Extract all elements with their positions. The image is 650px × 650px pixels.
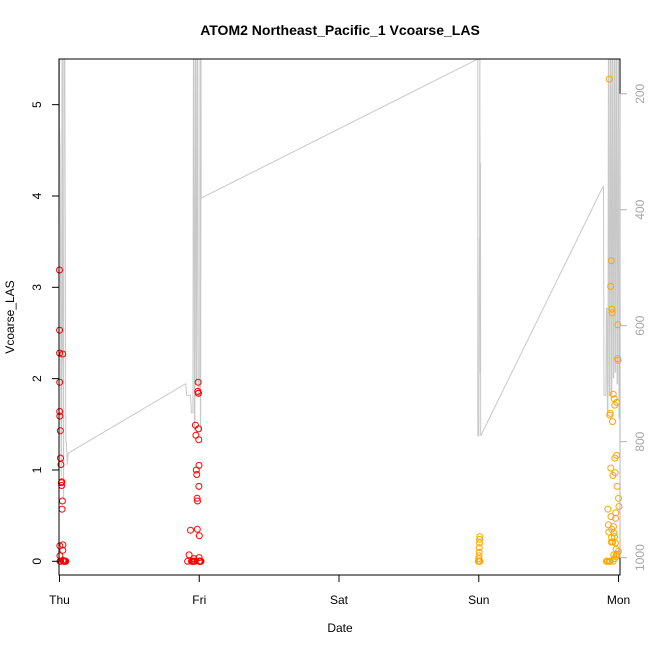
depth-line	[59, 58, 620, 500]
data-point	[195, 389, 202, 397]
data-point	[615, 494, 622, 502]
y-tick-label: 5	[30, 101, 44, 108]
data-point	[56, 349, 64, 357]
data-point	[194, 497, 201, 505]
data-point	[475, 544, 483, 552]
data-point	[185, 551, 193, 559]
y2-tick-label: 1000	[633, 544, 647, 571]
data-point	[611, 454, 619, 462]
data-point	[56, 412, 64, 420]
data-point	[607, 538, 615, 546]
data-point	[189, 557, 197, 565]
data-point	[195, 425, 203, 433]
y-axis-label: Vcoarse_LAS	[3, 280, 17, 353]
x-axis: Thu Fri Sat Sun Mon	[49, 574, 630, 607]
data-point	[187, 526, 194, 534]
data-point	[59, 541, 67, 549]
data-point	[614, 356, 622, 364]
data-point	[56, 326, 64, 334]
data-point	[612, 545, 620, 553]
y2-tick-label: 200	[633, 83, 647, 103]
data-point	[195, 482, 203, 490]
x-tick-label: Fri	[192, 593, 206, 607]
data-point	[56, 408, 64, 415]
data-point	[197, 557, 205, 565]
y-tick-label: 2	[30, 375, 44, 382]
data-point	[475, 548, 483, 556]
data-point	[476, 535, 484, 543]
data-point	[605, 75, 613, 83]
data-point	[612, 509, 620, 517]
y-tick-label: 4	[30, 192, 44, 199]
x-tick-label: Sat	[330, 593, 349, 607]
data-point	[193, 525, 201, 533]
y2-axis: 200 400 600 800 1000	[619, 83, 647, 571]
y2-tick-label: 800	[633, 431, 647, 451]
data-point	[194, 378, 202, 386]
data-point	[614, 547, 622, 555]
data-point	[195, 461, 203, 469]
y-axis: 0 1 2 3 4 5	[30, 101, 60, 565]
data-point	[195, 532, 203, 540]
data-point	[609, 557, 617, 565]
x-tick-label: Mon	[607, 593, 630, 607]
points-layer	[56, 75, 623, 565]
data-point	[59, 546, 67, 554]
data-point	[476, 533, 484, 541]
data-point	[614, 321, 622, 329]
data-point	[195, 554, 203, 562]
y2-tick-label: 600	[633, 315, 647, 335]
y-tick-label: 1	[30, 466, 44, 473]
data-point	[607, 513, 615, 521]
data-point	[475, 557, 483, 565]
data-point	[57, 461, 65, 468]
data-point	[59, 350, 67, 358]
data-point	[609, 472, 617, 479]
depth-line-layer	[59, 58, 620, 500]
x-tick-label: Thu	[49, 593, 70, 607]
x-tick-label: Sun	[468, 593, 489, 607]
data-point	[607, 257, 615, 265]
data-point	[615, 503, 623, 510]
data-point	[611, 533, 618, 541]
data-point	[607, 282, 615, 290]
data-point	[56, 378, 64, 386]
x-axis-label: Date	[327, 621, 353, 635]
data-point	[604, 505, 612, 513]
data-point	[609, 418, 616, 426]
data-point	[188, 557, 195, 565]
data-point	[608, 305, 616, 313]
data-point	[609, 390, 617, 398]
data-point	[56, 427, 64, 435]
data-point	[608, 309, 616, 317]
y-tick-label: 3	[30, 284, 44, 291]
data-point	[193, 494, 201, 502]
data-point	[607, 464, 615, 472]
data-point	[62, 557, 70, 565]
data-point	[610, 529, 618, 537]
chart-title: ATOM2 Northeast_Pacific_1 Vcoarse_LAS	[200, 22, 480, 38]
y2-tick-label: 400	[633, 199, 647, 219]
data-point	[193, 471, 201, 478]
y-tick-label: 0	[30, 558, 44, 565]
data-point	[606, 409, 614, 417]
data-point	[195, 436, 203, 444]
